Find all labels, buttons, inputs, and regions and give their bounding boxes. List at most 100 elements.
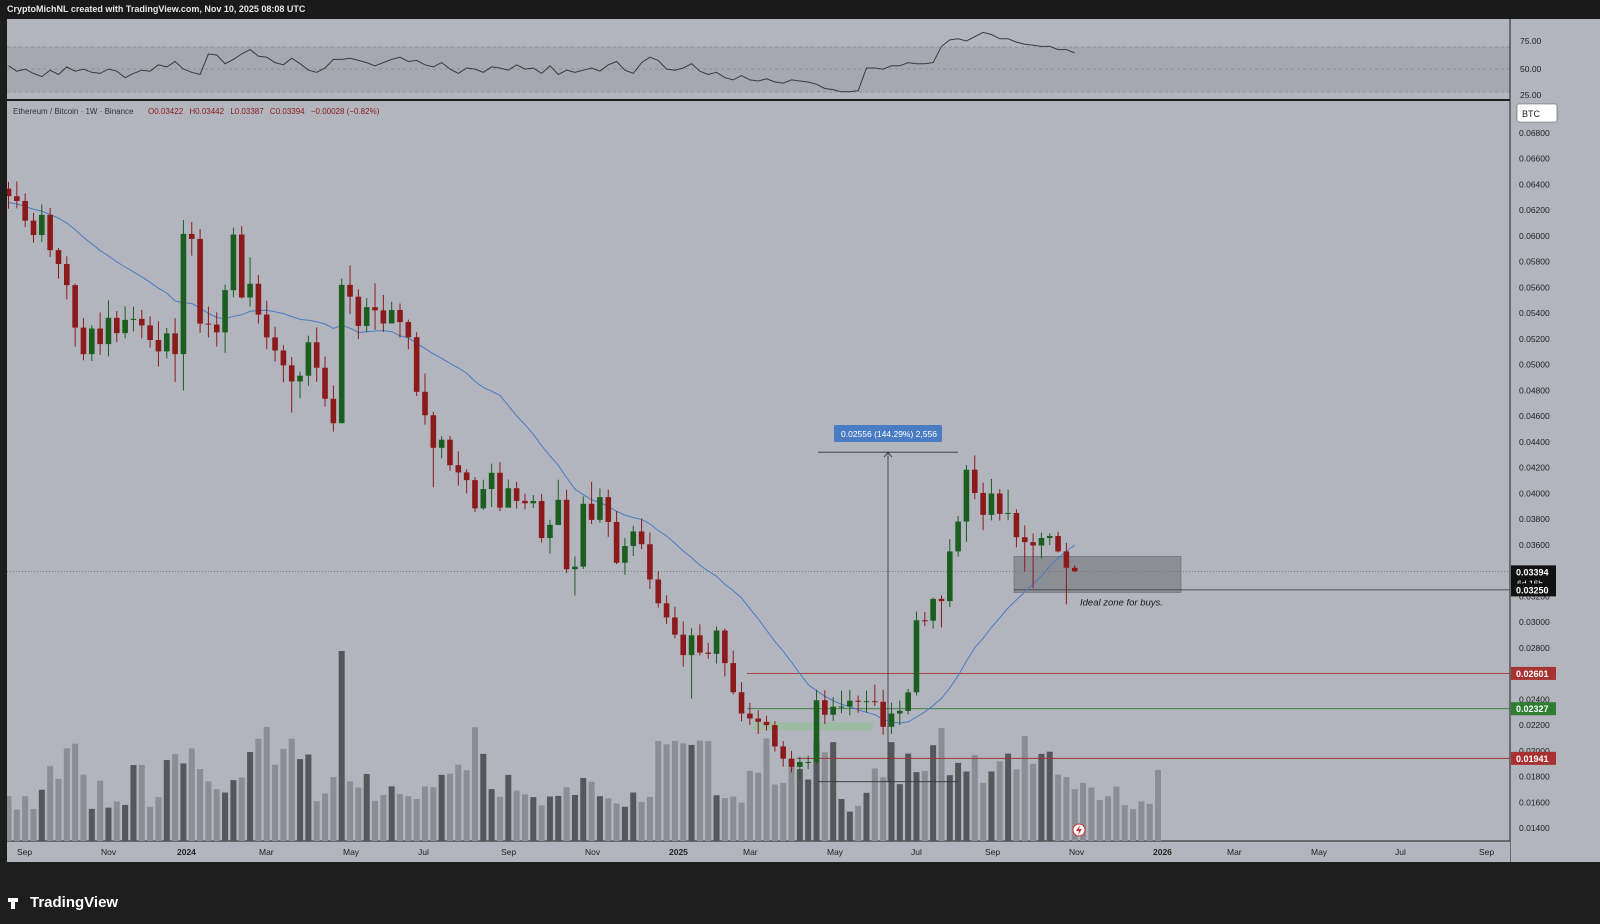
volume-bar	[1063, 777, 1070, 841]
volume-bar	[946, 775, 953, 841]
volume-bar	[838, 798, 845, 841]
candle-body	[338, 284, 345, 424]
candle-body	[1030, 542, 1036, 546]
volume-bar	[513, 790, 520, 841]
time-tick-label: Mar	[1227, 847, 1242, 857]
candle-body	[105, 317, 112, 345]
volume-bar	[780, 782, 787, 841]
candle-body	[513, 488, 520, 501]
time-tick-label: Mar	[259, 847, 274, 857]
volume-bar	[1146, 803, 1153, 841]
price-axis[interactable]	[1510, 19, 1600, 862]
candle-body	[588, 503, 595, 520]
chart-container[interactable]: Ideal zone for buys. 0.02556 (144.29%) 2,…	[5, 19, 1600, 881]
price-tick-label: 0.05800	[1519, 257, 1550, 267]
volume-bar	[72, 743, 79, 841]
chart-legend-ohlc: O0.03422 H0.03442 L0.03387 C0.03394 −0.0…	[148, 107, 380, 116]
volume-bar	[388, 786, 395, 841]
candle-body	[647, 544, 653, 580]
time-tick-label: Sep	[985, 847, 1000, 857]
candle-body	[847, 700, 853, 707]
candle-body	[305, 342, 312, 376]
volume-bar	[1046, 751, 1053, 841]
volume-bar	[88, 808, 95, 841]
volume-bar	[788, 758, 795, 841]
volume-bar	[563, 787, 570, 841]
time-axis-ticks: Sep Nov 2024 Mar May Jul Sep Nov 2025 Mar May Jul Se…	[17, 847, 1494, 857]
volume-bar	[280, 748, 287, 841]
measure-label-box	[834, 425, 942, 442]
candle-body	[522, 500, 528, 504]
volume-bar	[188, 748, 195, 841]
volume-bar	[621, 806, 628, 841]
currency-badge-label: BTC	[1522, 109, 1541, 119]
price-label-text: 0.02601	[1516, 669, 1549, 679]
candle-body	[580, 503, 587, 567]
candle-body	[80, 327, 87, 355]
volume-bar	[546, 796, 553, 841]
volume-bar	[38, 789, 45, 841]
candle-body	[505, 488, 512, 508]
candle-body	[672, 617, 678, 635]
candle-body	[530, 500, 537, 504]
volume-bar	[646, 796, 653, 841]
legend-high: H0.03442	[189, 107, 224, 116]
candle-body	[447, 439, 453, 466]
candle-body	[380, 310, 387, 324]
price-tick-label: 0.04000	[1519, 488, 1550, 498]
volume-bar	[996, 761, 1003, 841]
candle-body	[122, 319, 128, 334]
price-tick-label: 0.01800	[1519, 772, 1550, 782]
tradingview-logo[interactable]: TradingView	[8, 894, 118, 911]
candle-body	[697, 635, 703, 653]
candle-body	[472, 480, 478, 509]
volume-bar	[63, 748, 70, 841]
candle-body	[738, 692, 745, 714]
volume-bar	[446, 773, 453, 841]
candle-body	[188, 233, 195, 239]
candle-body	[205, 323, 212, 325]
volume-bar	[372, 800, 379, 841]
rsi-tick-label: 75.00	[1520, 36, 1542, 46]
time-tick-label: Sep	[501, 847, 516, 857]
candle-body	[630, 531, 637, 547]
volume-bar	[55, 778, 62, 841]
price-tick-label: 0.02200	[1519, 720, 1550, 730]
candle-body	[638, 531, 645, 545]
candle-body	[622, 546, 628, 563]
volume-bar	[47, 766, 54, 841]
volume-bar	[163, 760, 170, 841]
time-tick-label: Sep	[1479, 847, 1494, 857]
candle-body	[47, 214, 53, 251]
volume-bar	[980, 782, 987, 841]
candle-body	[888, 713, 895, 727]
volume-bar	[671, 740, 678, 841]
chart-svg[interactable]: Ideal zone for buys. 0.02556 (144.29%) 2,…	[5, 19, 1600, 881]
candle-body	[913, 620, 920, 693]
volume-bar	[122, 804, 129, 841]
currency-badge[interactable]	[1516, 103, 1558, 123]
price-tick-label: 0.05200	[1519, 334, 1550, 344]
candle-body	[113, 317, 120, 334]
candle-body	[955, 521, 961, 552]
volume-bar	[896, 784, 903, 841]
candle-body	[197, 238, 203, 324]
volume-bar	[438, 774, 445, 841]
time-tick-label: Jul	[911, 847, 922, 857]
price-tick-label: 0.04400	[1519, 437, 1550, 447]
volume-bar	[180, 763, 187, 841]
time-axis[interactable]	[7, 841, 1510, 862]
candle-body	[255, 283, 262, 315]
time-tick-label: May	[827, 847, 844, 857]
candle-body	[855, 700, 861, 702]
candle-body	[322, 367, 328, 399]
candle-body	[313, 342, 320, 368]
time-tick-label: Nov	[1069, 847, 1085, 857]
volume-bar	[613, 803, 620, 841]
footer	[0, 881, 1600, 924]
volume-bar	[297, 759, 304, 841]
volume-bar	[97, 780, 104, 841]
volume-bar	[938, 727, 945, 841]
volume-bar	[738, 802, 745, 841]
candle-body	[172, 333, 178, 355]
